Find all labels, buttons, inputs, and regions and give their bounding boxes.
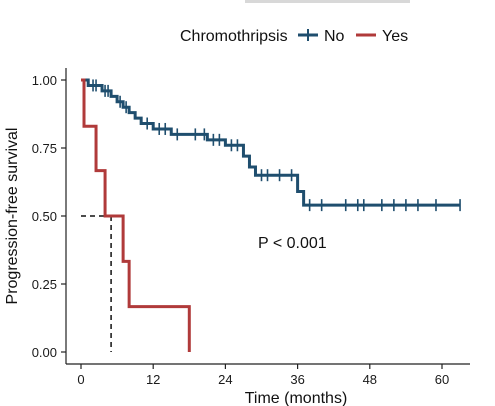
y-tick-label: 0.50 xyxy=(32,209,57,224)
y-axis-title: Progression-free survival xyxy=(4,128,21,305)
y-tick-label: 0.75 xyxy=(32,141,57,156)
x-tick-label: 0 xyxy=(77,372,84,387)
x-axis-title: Time (months) xyxy=(245,390,348,406)
legend-label-no: No xyxy=(324,28,345,45)
clipped-text-artifact xyxy=(245,0,410,3)
median-marker xyxy=(81,215,112,352)
x-tick-label: 24 xyxy=(218,372,232,387)
p-value-annotation: P < 0.001 xyxy=(258,235,327,252)
x-tick-label: 48 xyxy=(363,372,377,387)
legend-key-no xyxy=(298,29,318,41)
x-tick-label: 60 xyxy=(435,372,449,387)
x-tick-label: 36 xyxy=(290,372,304,387)
survival-curve-yes xyxy=(81,78,191,352)
survival-curve-no xyxy=(81,78,461,207)
legend: Chromothripsis No Yes xyxy=(180,28,408,45)
y-ticks: 0.00 0.25 0.50 0.75 1.00 xyxy=(32,73,66,360)
x-tick-label: 12 xyxy=(146,372,160,387)
y-tick-label: 1.00 xyxy=(32,73,57,88)
y-tick-label: 0.00 xyxy=(32,345,57,360)
series-yes xyxy=(81,78,191,352)
legend-title: Chromothripsis xyxy=(180,28,288,45)
series-no xyxy=(81,78,461,212)
legend-label-yes: Yes xyxy=(382,28,408,45)
series-layer xyxy=(81,78,461,352)
x-ticks: 0 12 24 36 48 60 xyxy=(77,364,449,387)
y-tick-label: 0.25 xyxy=(32,277,57,292)
